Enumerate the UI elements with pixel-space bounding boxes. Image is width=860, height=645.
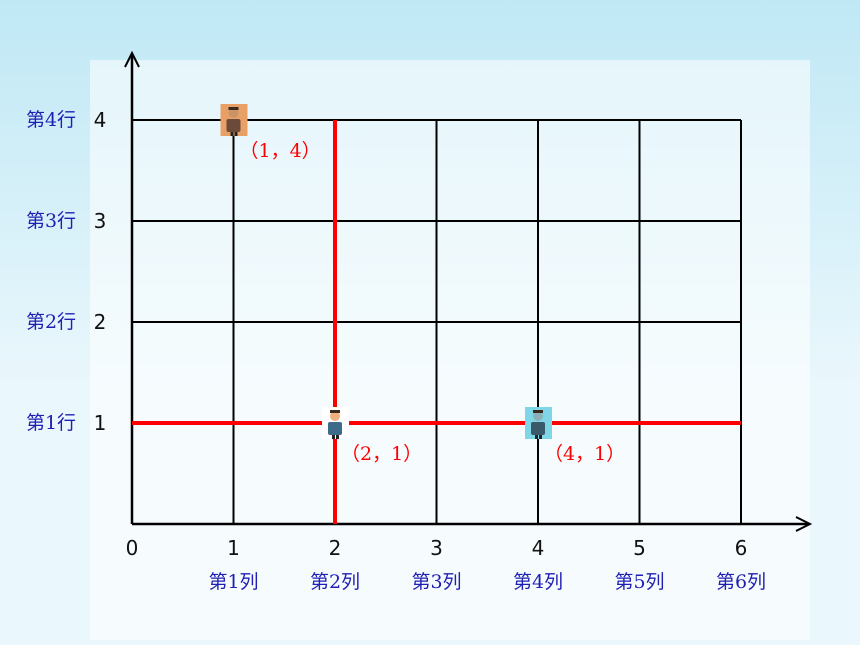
point-label: （1，4） [240,140,321,162]
row-label: 第1行 [26,412,76,434]
icon-leg [336,435,339,439]
highlight-lines [132,120,741,524]
point-label: （2，1） [341,443,422,465]
person-white-icon [322,407,349,439]
row-label: 第4行 [26,109,76,131]
x-tick-label: 0 [126,536,139,560]
column-label: 第2列 [310,571,360,593]
x-tick-label: 4 [532,536,545,560]
row-label: 第3行 [26,210,76,232]
column-label: 第6列 [716,571,766,593]
icon-body [328,422,342,435]
x-tick-label: 1 [227,536,240,560]
column-label: 第5列 [614,571,664,593]
icon-hair [228,107,239,110]
row-label: 第2行 [26,311,76,333]
icon-leg [332,435,335,439]
icon-hair [330,410,340,413]
axes [124,50,813,532]
x-tick-label: 2 [329,536,342,560]
point-label: （4，1） [544,443,625,465]
x-axis-arrow-icon [795,516,813,532]
y-axis-arrow-icon [124,50,140,68]
x-tick-label: 6 [735,536,748,560]
icon-body [531,422,545,435]
column-label: 第1列 [208,571,258,593]
y-tick-label: 3 [94,209,107,233]
x-tick-label: 5 [633,536,646,560]
person-blue-icon [525,407,552,439]
y-tick-label: 1 [94,411,107,435]
icon-head [330,411,340,421]
icon-head [533,411,543,421]
x-tick-label: 3 [430,536,443,560]
y-tick-label: 2 [94,310,107,334]
icon-leg [234,132,238,136]
icon-leg [230,132,234,136]
points: （1，4） （2，1） （4，1） [220,104,625,465]
icon-hair [533,410,543,413]
person-orange-icon [220,104,248,136]
column-label: 第3列 [411,571,461,593]
icon-body [226,119,241,132]
icon-leg [539,435,542,439]
y-tick-label: 4 [94,108,107,132]
column-label: 第4列 [513,571,563,593]
plot-panel [90,60,810,640]
icon-leg [535,435,538,439]
icon-head [228,108,239,118]
